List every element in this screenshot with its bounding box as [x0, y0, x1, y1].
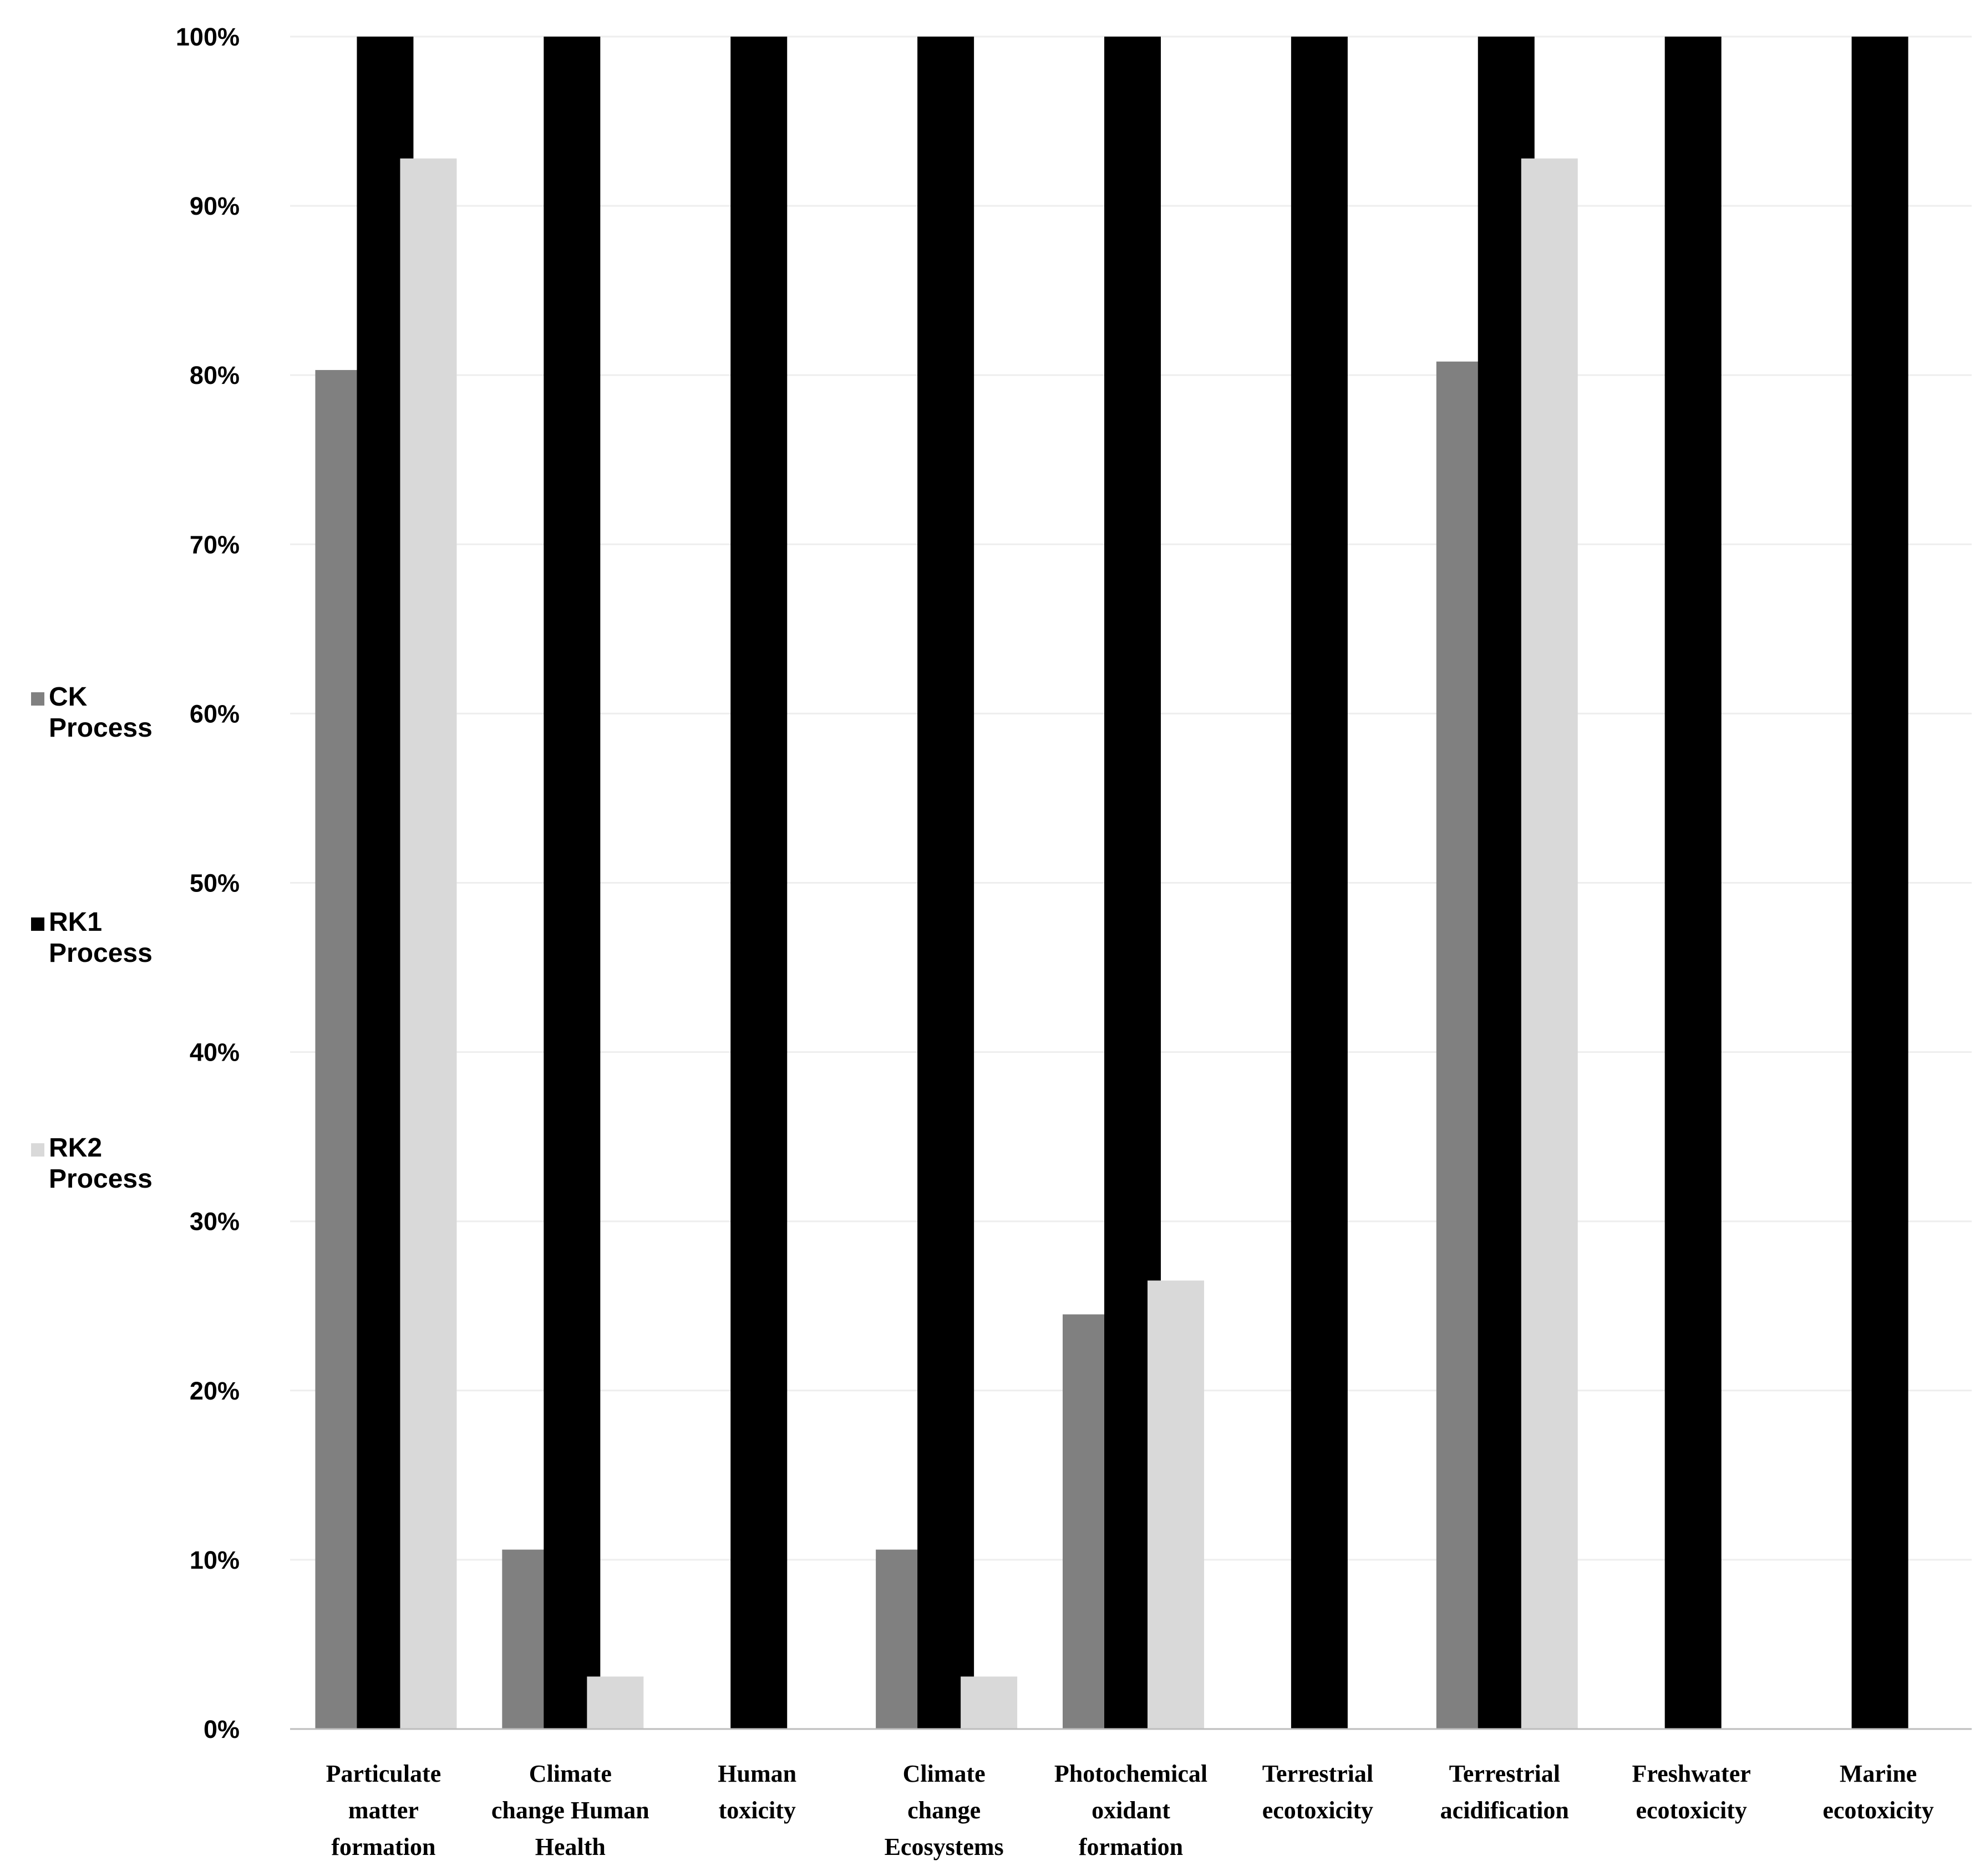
x-tick-label: Photochemical oxidant formation — [1054, 1760, 1207, 1860]
x-tick-label: Climate change Human Health — [491, 1760, 649, 1860]
bar — [315, 370, 358, 1730]
y-tick-label: 30% — [190, 1208, 240, 1236]
legend-swatch — [31, 1143, 44, 1157]
bar — [400, 158, 457, 1730]
x-tick-label: Human toxicity — [718, 1760, 796, 1824]
bar — [1851, 37, 1908, 1729]
y-tick-label: 80% — [190, 361, 240, 389]
x-tick-label: Terrestrial acidification — [1440, 1760, 1569, 1824]
bar — [961, 1676, 1018, 1729]
y-tick-label: 100% — [176, 23, 240, 51]
bar — [587, 1676, 644, 1729]
bar — [1664, 37, 1722, 1729]
legend-label: RK2 Process — [49, 1133, 153, 1194]
y-tick-label: 70% — [190, 530, 240, 559]
bar — [1148, 1280, 1204, 1729]
bar — [917, 37, 974, 1729]
legend: CK Process RK1 Process RK2 Process — [31, 682, 153, 1194]
x-axis-ticks: Particulate matter formation Climate change … — [326, 1760, 1934, 1860]
bar — [876, 1549, 919, 1729]
legend-swatch — [31, 692, 44, 706]
y-axis-ticks: 0% 10% 20% 30% 40% 50% 60% 70% 80% 90% 100% — [176, 23, 240, 1743]
y-tick-label: 20% — [190, 1377, 240, 1405]
bar — [1436, 361, 1479, 1729]
y-tick-label: 0% — [204, 1715, 240, 1743]
x-tick-label: Particulate matter formation — [326, 1760, 441, 1860]
bar — [730, 37, 788, 1729]
bar — [1063, 1314, 1105, 1729]
bar — [1521, 158, 1578, 1730]
legend-swatch — [31, 917, 44, 931]
x-tick-label: Freshwater ecotoxicity — [1632, 1760, 1751, 1824]
y-tick-label: 10% — [190, 1546, 240, 1574]
bar — [502, 1549, 545, 1729]
bar — [544, 37, 601, 1729]
x-tick-label: Marine ecotoxicity — [1822, 1760, 1933, 1824]
legend-label: CK Process — [49, 682, 153, 743]
bars — [315, 37, 1908, 1730]
bar — [1291, 37, 1348, 1729]
y-tick-label: 50% — [190, 869, 240, 898]
x-tick-label: Terrestrial ecotoxicity — [1262, 1760, 1373, 1824]
y-tick-label: 90% — [190, 192, 240, 220]
y-tick-label: 60% — [190, 699, 240, 728]
x-tick-label: Climate change Ecosystems — [885, 1760, 1004, 1860]
y-tick-label: 40% — [190, 1038, 240, 1067]
legend-label: RK1 Process — [49, 907, 153, 968]
